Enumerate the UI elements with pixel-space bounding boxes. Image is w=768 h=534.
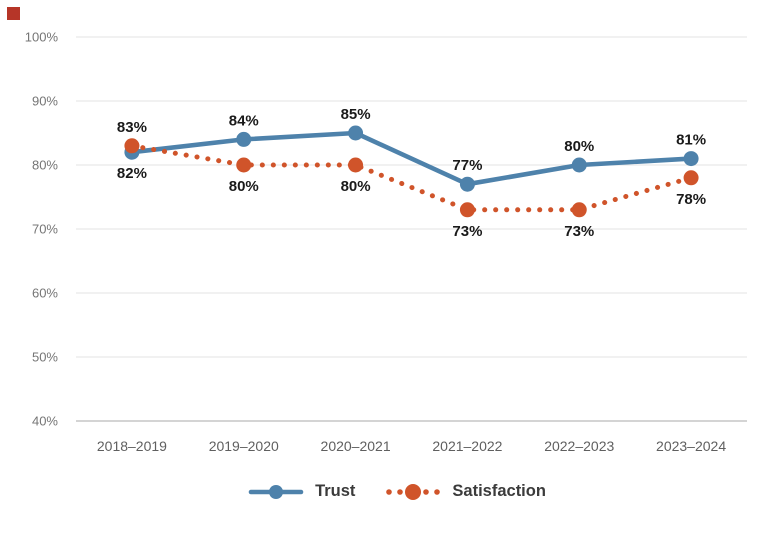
data-label-satisfaction: 73% — [564, 223, 594, 240]
data-label-trust: 84% — [229, 112, 259, 129]
x-tick-label: 2022–2023 — [544, 438, 614, 454]
x-tick-label: 2019–2020 — [209, 438, 279, 454]
data-label-satisfaction: 83% — [117, 119, 147, 136]
y-tick-label: 60% — [32, 286, 58, 301]
trust-line-swatch-icon — [248, 484, 304, 499]
y-tick-label: 80% — [32, 158, 58, 173]
legend-item-trust: Trust — [248, 482, 355, 501]
y-tick-label: 100% — [25, 30, 59, 45]
data-label-trust: 80% — [564, 138, 594, 155]
data-label-trust: 77% — [452, 157, 482, 174]
line-chart: 100% 90% 80% 70% 60% 50% 40% 2018–2019 2019–2020… — [25, 30, 747, 454]
data-point-satisfaction — [236, 157, 252, 173]
legend-item-satisfaction: Satisfaction — [385, 482, 546, 501]
data-point-trust — [683, 151, 699, 167]
x-tick-label: 2023–2024 — [656, 438, 726, 454]
data-point-satisfaction — [348, 157, 364, 173]
data-label-satisfaction: 80% — [229, 178, 259, 195]
y-tick-label: 50% — [32, 350, 58, 365]
data-point-satisfaction — [124, 138, 140, 154]
data-label-satisfaction: 73% — [452, 223, 482, 240]
red-square-marker — [7, 7, 20, 20]
data-point-satisfaction — [459, 202, 475, 218]
data-point-satisfaction — [571, 202, 587, 218]
series-line-satisfaction — [129, 143, 694, 213]
y-tick-label: 40% — [32, 414, 58, 429]
data-point-trust — [236, 131, 252, 147]
data-point-satisfaction — [683, 170, 699, 186]
legend-label-trust: Trust — [315, 482, 356, 500]
data-label-trust: 82% — [117, 165, 147, 182]
data-label-trust: 85% — [341, 106, 371, 123]
chart-canvas: 100% 90% 80% 70% 60% 50% 40% 2018–2019 2019–2020… — [25, 30, 747, 454]
x-tick-label: 2020–2021 — [321, 438, 391, 454]
y-tick-label: 90% — [32, 94, 58, 109]
chart-legend: Trust Satisfaction — [0, 482, 768, 501]
series-line-trust — [129, 130, 694, 187]
y-tick-label: 70% — [32, 222, 58, 237]
x-tick-label: 2018–2019 — [97, 438, 167, 454]
data-point-trust — [571, 157, 587, 173]
legend-label-satisfaction: Satisfaction — [452, 482, 546, 500]
data-point-trust — [459, 176, 475, 192]
data-label-trust: 81% — [676, 132, 706, 149]
x-tick-label: 2021–2022 — [432, 438, 502, 454]
data-label-satisfaction: 78% — [676, 191, 706, 208]
satisfaction-dotted-swatch-icon — [386, 483, 441, 500]
data-label-satisfaction: 80% — [341, 178, 371, 195]
data-point-trust — [348, 125, 364, 141]
